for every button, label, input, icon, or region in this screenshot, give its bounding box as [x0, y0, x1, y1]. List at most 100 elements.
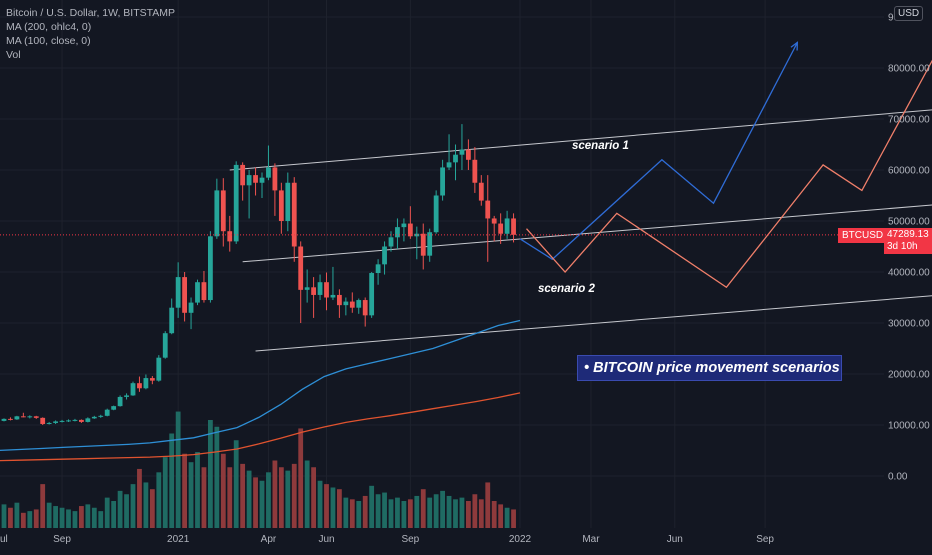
volume-bar — [85, 504, 90, 528]
candle-body — [421, 234, 426, 256]
volume-bar — [98, 511, 103, 528]
candle-body — [208, 236, 213, 300]
candle-body — [266, 167, 271, 177]
candle-body — [214, 190, 219, 236]
volume-bar — [92, 508, 97, 528]
y-tick-label: 80000.00 — [888, 64, 930, 75]
volume-bar — [285, 471, 290, 528]
candle-body — [156, 358, 161, 381]
volume-bar — [402, 501, 407, 528]
candle — [131, 382, 136, 396]
x-tick-label: 2022 — [509, 534, 532, 545]
candle — [189, 298, 194, 330]
volume-bar — [124, 494, 129, 528]
volume-bar — [414, 496, 419, 528]
volume-legend[interactable]: Vol — [6, 48, 175, 62]
candle-body — [34, 416, 39, 418]
volume-bar — [324, 484, 329, 528]
x-tick-label: Jun — [667, 534, 683, 545]
volume-bar — [34, 509, 39, 528]
candle-body — [292, 183, 297, 247]
candle — [343, 298, 348, 316]
x-tick-label: Mar — [582, 534, 600, 545]
candle-body — [260, 178, 265, 183]
volume-bar — [466, 501, 471, 528]
volume-bar — [189, 462, 194, 528]
candle — [498, 213, 503, 244]
candle — [144, 375, 149, 390]
candle-body — [227, 231, 232, 241]
candle — [492, 216, 497, 242]
candle — [511, 213, 516, 242]
volume-bar — [221, 454, 226, 528]
candle-body — [356, 300, 361, 308]
candle-body — [498, 224, 503, 234]
candle — [382, 241, 387, 274]
candle-body — [118, 397, 123, 406]
candle-body — [163, 333, 168, 357]
candle-body — [85, 418, 90, 422]
volume-bar — [79, 506, 84, 528]
volume-bar — [472, 494, 477, 528]
symbol-title[interactable]: Bitcoin / U.S. Dollar, 1W, BITSTAMP — [6, 6, 175, 20]
candle-body — [202, 282, 207, 300]
volume-bar — [350, 499, 355, 528]
volume-bar — [253, 477, 258, 528]
volume-bar — [73, 511, 78, 528]
candle-body — [234, 165, 239, 242]
bar-countdown: 3d 10h — [887, 241, 929, 253]
volume-bar — [111, 501, 116, 528]
currency-badge[interactable]: USD — [894, 6, 923, 21]
volume-bar — [150, 489, 155, 528]
candle — [66, 419, 71, 422]
candle — [27, 415, 32, 418]
candle — [350, 292, 355, 312]
volume-bar — [227, 467, 232, 528]
candle-body — [505, 218, 510, 233]
x-tick-label: Sep — [756, 534, 774, 545]
candle — [395, 218, 400, 249]
volume-bar — [279, 467, 284, 528]
volume-bar — [408, 499, 413, 528]
volume-bar — [505, 508, 510, 528]
grid-lines — [0, 0, 884, 528]
candle — [266, 146, 271, 181]
ma100-line — [0, 321, 520, 451]
y-tick-label: 40000.00 — [888, 268, 930, 279]
volume-bar — [363, 496, 368, 528]
candle — [421, 224, 426, 270]
volume-bar — [21, 513, 26, 528]
y-tick-label: 20000.00 — [888, 370, 930, 381]
candle-body — [389, 237, 394, 246]
candle-body — [53, 421, 58, 423]
candle-body — [472, 160, 477, 183]
candle — [182, 272, 187, 321]
candle — [163, 331, 168, 359]
volume-bar — [305, 461, 310, 529]
volume-bar — [234, 440, 239, 528]
candle — [98, 415, 103, 418]
candle — [247, 170, 252, 218]
channel-line — [243, 198, 932, 262]
scenario-1-label: scenario 1 — [572, 140, 629, 152]
candle — [118, 395, 123, 406]
candle — [292, 177, 297, 262]
ma200-line — [0, 393, 520, 461]
candle-body — [60, 421, 65, 422]
volume-bar — [202, 467, 207, 528]
ma100-legend[interactable]: MA (100, close, 0) — [6, 34, 175, 48]
candle — [440, 160, 445, 201]
volume-bar — [498, 504, 503, 528]
candle-body — [137, 383, 142, 388]
volume-bar — [369, 486, 374, 528]
candle-body — [8, 419, 13, 420]
volume-bar — [273, 461, 278, 529]
volume-bar — [292, 464, 297, 528]
candle-body — [195, 282, 200, 302]
candle-body — [511, 218, 516, 234]
candle-body — [434, 196, 439, 233]
candle-body — [350, 302, 355, 308]
ma200-legend[interactable]: MA (200, ohlc4, 0) — [6, 20, 175, 34]
